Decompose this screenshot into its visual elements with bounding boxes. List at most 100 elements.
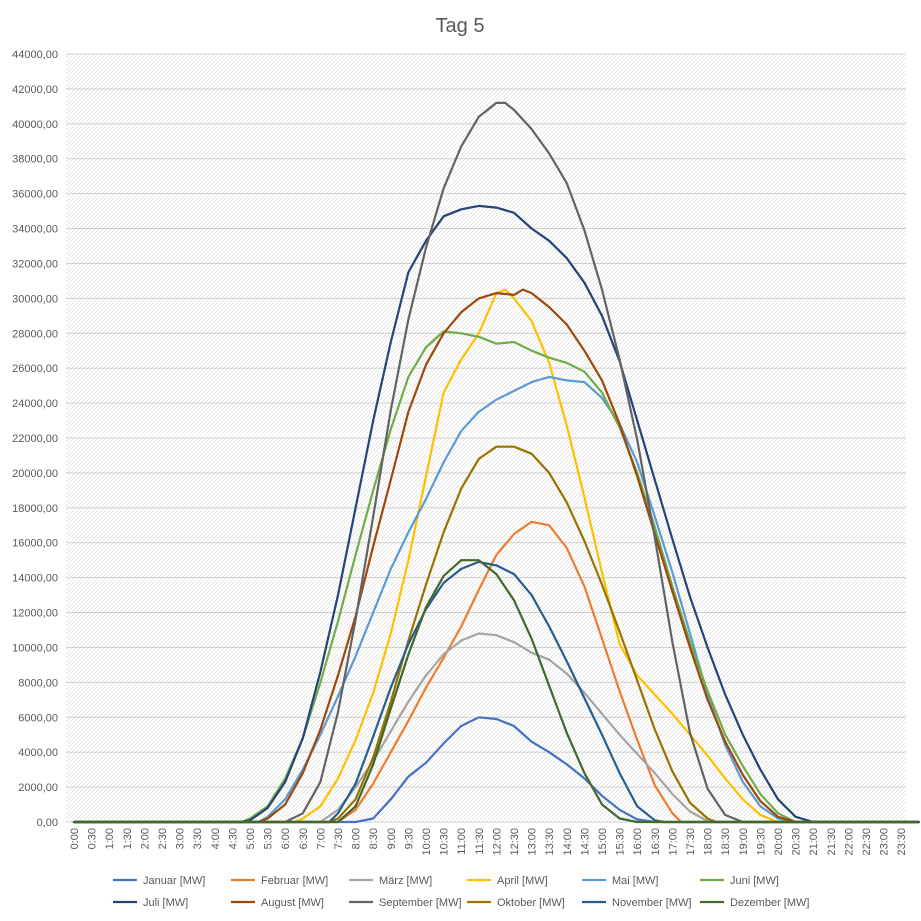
x-tick-label: 10:00 (421, 828, 433, 856)
chart-title: Tag 5 (436, 15, 485, 37)
x-tick-label: 19:30 (755, 828, 767, 856)
series-line-12 (72, 559, 920, 824)
y-tick-label: 34000,00 (12, 224, 58, 236)
gridlines (66, 53, 906, 823)
x-tick-label: 18:00 (703, 828, 715, 856)
y-tick-label: 2000,00 (18, 782, 58, 794)
x-tick-label: 7:30 (333, 828, 345, 849)
x-tick-label: 5:00 (245, 828, 257, 849)
y-tick-label: 26000,00 (12, 363, 58, 375)
x-tick-label: 21:00 (808, 828, 820, 856)
legend-entry: November [MW] (612, 897, 691, 909)
y-tick-label: 20000,00 (12, 468, 58, 480)
y-tick-label: 0,00 (37, 817, 58, 829)
series-line-1 (72, 716, 920, 824)
y-tick-label: 40000,00 (12, 119, 58, 131)
x-tick-label: 15:00 (597, 828, 609, 856)
x-axis: 0:00 0:30 1:00 1:30 2:00 2:30 3:00 3:30 4:00 4:30… (69, 828, 908, 856)
y-tick-label: 8000,00 (18, 677, 58, 689)
y-tick-label: 38000,00 (12, 154, 58, 166)
x-tick-label: 4:30 (227, 828, 239, 849)
legend-entry: April [MW] (497, 875, 548, 887)
series-line-9 (72, 101, 920, 824)
y-tick-label: 44000,00 (12, 49, 58, 61)
series-lines (72, 101, 920, 824)
y-tick-label: 22000,00 (12, 433, 58, 445)
x-tick-label: 11:00 (456, 828, 468, 855)
legend-entry: Februar [MW] (261, 875, 328, 887)
x-tick-label: 2:30 (157, 828, 169, 849)
y-tick-label: 12000,00 (12, 608, 58, 620)
x-tick-label: 17:30 (685, 828, 697, 856)
x-tick-label: 23:30 (896, 828, 908, 856)
y-tick-label: 36000,00 (12, 189, 58, 201)
x-tick-label: 12:30 (509, 828, 521, 856)
x-tick-label: 9:30 (403, 828, 415, 849)
y-tick-label: 24000,00 (12, 398, 58, 410)
y-tick-label: 16000,00 (12, 538, 58, 550)
y-tick-label: 14000,00 (12, 573, 58, 585)
legend-entry: Oktober [MW] (497, 897, 565, 909)
x-tick-label: 7:00 (315, 828, 327, 849)
x-tick-label: 12:00 (491, 828, 503, 856)
y-tick-label: 30000,00 (12, 293, 58, 305)
x-tick-label: 13:30 (544, 828, 556, 856)
legend-entry: Januar [MW] (143, 875, 205, 887)
legend-entry: Dezember [MW] (730, 897, 809, 909)
x-tick-label: 0:00 (69, 828, 81, 849)
y-tick-label: 18000,00 (12, 503, 58, 515)
x-tick-label: 20:30 (791, 828, 803, 856)
legend-entry: September [MW] (379, 897, 462, 909)
x-tick-label: 8:00 (351, 828, 363, 849)
x-tick-label: 8:30 (368, 828, 380, 849)
series-line-2 (72, 520, 920, 824)
x-tick-label: 21:30 (826, 828, 838, 856)
x-tick-label: 4:00 (210, 828, 222, 849)
x-tick-label: 15:30 (615, 828, 627, 856)
x-tick-label: 0:30 (87, 828, 99, 849)
x-tick-label: 1:00 (104, 828, 116, 849)
x-tick-label: 19:00 (738, 828, 750, 856)
x-tick-label: 22:00 (843, 828, 855, 856)
x-tick-label: 23:00 (879, 828, 891, 856)
x-tick-label: 1:30 (122, 828, 134, 849)
legend-entry: Juli [MW] (143, 897, 188, 909)
x-tick-label: 5:30 (263, 828, 275, 849)
x-tick-label: 3:30 (192, 828, 204, 849)
y-tick-label: 6000,00 (18, 712, 58, 724)
y-tick-label: 10000,00 (12, 642, 58, 654)
series-line-8 (72, 288, 920, 824)
series-line-4 (72, 288, 920, 824)
x-tick-label: 10:30 (439, 828, 451, 856)
series-line-11 (72, 560, 920, 824)
x-tick-label: 18:30 (720, 828, 732, 856)
y-axis: 0,00 2000,00 4000,00 6000,00 8000,00 10000,00… (12, 49, 58, 829)
x-tick-label: 14:30 (579, 828, 591, 856)
x-tick-label: 9:00 (386, 828, 398, 849)
legend: Januar [MW] Februar [MW] März [MW] April [M… (113, 875, 809, 909)
x-tick-label: 16:00 (632, 828, 644, 856)
x-tick-label: 2:00 (139, 828, 151, 849)
x-tick-label: 13:00 (527, 828, 539, 856)
series-line-10 (72, 445, 920, 824)
series-line-7 (72, 204, 920, 824)
y-tick-label: 4000,00 (18, 747, 58, 759)
legend-entry: Juni [MW] (730, 875, 779, 887)
x-tick-label: 20:00 (773, 828, 785, 856)
y-tick-label: 28000,00 (12, 328, 58, 340)
x-tick-label: 16:30 (650, 828, 662, 856)
x-tick-label: 6:30 (298, 828, 310, 849)
legend-entry: Mai [MW] (612, 875, 658, 887)
x-tick-label: 11:30 (474, 828, 486, 855)
x-tick-label: 22:30 (861, 828, 873, 856)
x-tick-label: 14:00 (562, 828, 574, 856)
y-tick-label: 42000,00 (12, 84, 58, 96)
legend-entry: März [MW] (379, 875, 432, 887)
y-tick-label: 32000,00 (12, 258, 58, 270)
legend-entry: August [MW] (261, 897, 324, 909)
x-tick-label: 17:00 (667, 828, 679, 856)
x-tick-label: 3:00 (175, 828, 187, 849)
series-line-6 (72, 330, 920, 824)
x-tick-label: 6:00 (280, 828, 292, 849)
